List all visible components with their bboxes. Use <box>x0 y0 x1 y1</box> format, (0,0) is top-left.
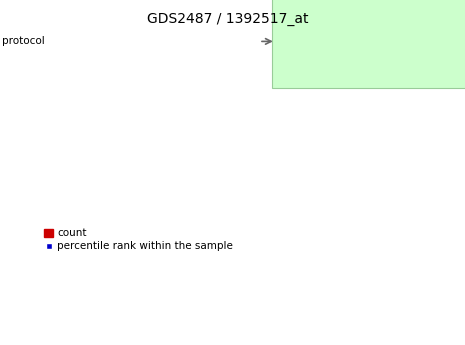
Text: protocol: protocol <box>2 37 45 46</box>
FancyBboxPatch shape <box>272 0 465 88</box>
Legend: count, percentile rank within the sample: count, percentile rank within the sample <box>42 226 235 254</box>
Text: GDS2487 / 1392517_at: GDS2487 / 1392517_at <box>147 12 309 26</box>
